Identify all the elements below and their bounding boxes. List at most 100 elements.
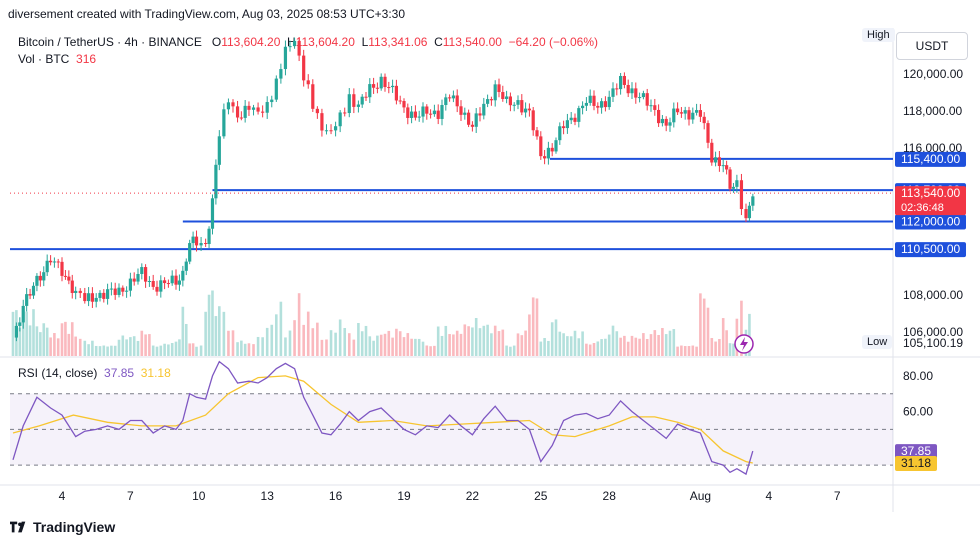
volume-bar [687,346,691,356]
candle-body [619,75,623,90]
volume-bar [482,325,486,356]
volume-bar [604,338,607,356]
candle-body [159,280,163,292]
time-tick-label: Aug [690,489,711,503]
volume-bar [486,324,489,356]
candle-body [489,99,493,101]
volume-bar [261,337,264,356]
time-tick-label: 16 [329,489,343,503]
candle-body [679,112,683,114]
volume-bar [615,331,619,356]
volume-bar [706,307,710,356]
candle-body [676,108,680,113]
candle-body [83,293,87,302]
price-tick-label: 108,000.00 [903,288,963,302]
volume-bar [18,327,22,356]
candle-body [470,124,474,127]
candle-body [174,275,178,285]
volume-bar [710,338,714,356]
symbol-legend[interactable]: Bitcoin / TetherUS · 4h · BINANCE O113,6… [18,35,598,49]
candle-body [725,165,729,170]
candle-body [117,287,121,295]
volume-bar [630,335,634,356]
candle-body [531,110,535,131]
candle-body [121,287,125,292]
volume-bar [493,325,497,356]
candle-body [106,289,110,299]
low-badge: Low [862,335,893,349]
candle-body [478,113,482,116]
volume-bar [357,323,360,356]
price-tick-label: 106,000.00 [903,325,963,339]
volume-bar [581,331,584,356]
candle-body [297,40,301,56]
candle-body [444,97,448,106]
volume-bar [231,330,235,356]
candle-body [410,111,414,118]
volume-bar [417,338,421,356]
candle-body [535,130,539,137]
candle-body [516,100,520,105]
candle-body [562,126,566,129]
candle-body [292,40,297,47]
volume-bar [740,300,743,356]
volume-bar [539,341,543,356]
level-price-badge [895,242,966,258]
candle-body [664,118,668,126]
candle-body [683,110,687,114]
volume-bar [218,306,221,356]
tradingview-logo[interactable]: TradingView [10,519,115,535]
volume-bar [509,346,512,356]
volume-bar [140,330,144,356]
rsi-value-label: 37.85 [901,444,931,458]
candle-body [231,102,235,107]
volume-bar [191,343,195,356]
candle-body [274,78,278,100]
volume-legend[interactable]: Vol · BTC 316 [18,52,96,66]
current-price-label: 113,540.00 [901,186,960,200]
volume-bar [49,337,52,356]
candle-body [28,294,32,296]
candle-body [728,169,732,189]
volume-bar [725,330,728,356]
volume-bar [28,325,32,356]
candle-body [102,292,106,299]
candle-body [421,106,425,117]
candle-body [181,270,185,281]
candle-body [577,108,581,122]
volume-bar [110,345,113,356]
candle-body [261,111,265,113]
volume-bar [440,335,444,356]
volume-bar [516,333,520,356]
currency-selector[interactable]: USDT [896,32,968,60]
volume-bar [611,325,615,356]
candle-body [429,113,433,115]
rsi-ma-label: 31.18 [901,456,931,470]
volume-bar [306,311,310,356]
rsi-legend[interactable]: RSI (14, close) 37.85 31.18 [18,366,171,380]
candle-body [265,102,269,113]
candle-body [512,104,516,106]
candle-body [581,105,585,109]
candle-body [588,95,592,103]
candle-body [243,105,247,118]
volume-bar [113,345,117,356]
candle-body [283,46,288,70]
candle-body [739,180,744,210]
volume-bar [588,344,592,356]
time-tick-label: 22 [466,489,480,503]
volume-bar [645,338,649,356]
volume-bar [695,346,698,356]
candle-body [217,136,221,165]
candle-body [177,280,182,285]
volume-bar [691,345,695,356]
candle-body [25,294,29,306]
volume-bar [634,337,638,356]
volume-bar [699,293,702,356]
candle-body [611,88,615,97]
candle-body [603,101,607,108]
candle-body [706,123,710,143]
volume-bar [372,340,375,356]
candle-body [440,105,444,119]
